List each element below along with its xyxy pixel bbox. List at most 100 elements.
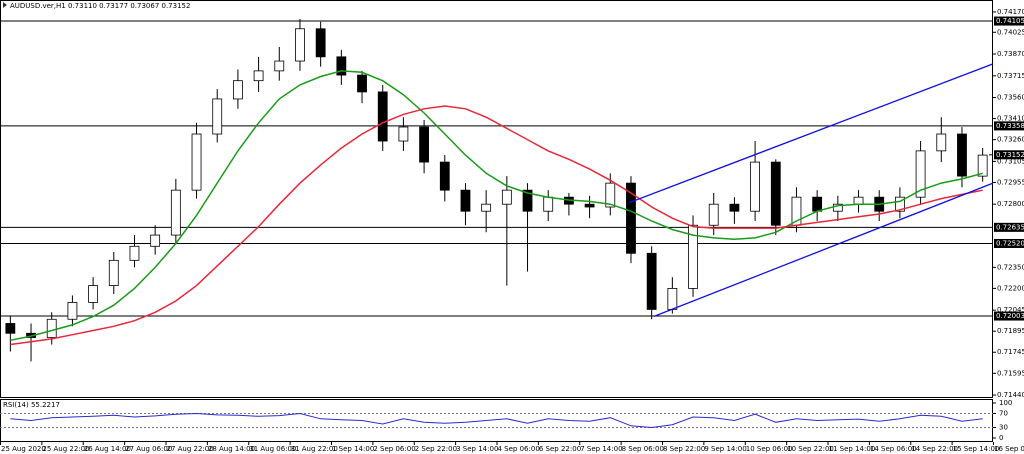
x-tick-label: 7 Sep 14:00 bbox=[580, 445, 622, 453]
x-tick-label: 14 Sep 06:00 bbox=[870, 445, 917, 453]
y-tick-label: 0.72045 bbox=[997, 306, 1024, 314]
candle-body bbox=[129, 245, 140, 261]
rsi-line bbox=[10, 412, 983, 429]
candle-body bbox=[191, 133, 202, 191]
candle-body bbox=[398, 126, 409, 142]
candle-body bbox=[936, 133, 947, 152]
candle-body bbox=[543, 196, 554, 212]
y-tick-label: 0.73560 bbox=[997, 94, 1024, 102]
candle-body bbox=[481, 203, 492, 212]
rsi-tick-label: 70 bbox=[999, 410, 1008, 418]
x-tick-label: 27 Aug 22:00 bbox=[167, 445, 214, 453]
trendline bbox=[628, 63, 994, 204]
candle-body bbox=[88, 285, 98, 303]
candle-body bbox=[584, 203, 595, 208]
level-label: 0.72520 bbox=[996, 239, 1024, 247]
level-label: 0.73358 bbox=[996, 122, 1024, 130]
x-tick-label: 26 Aug 14:00 bbox=[84, 445, 131, 453]
candle-body bbox=[957, 133, 967, 177]
candle-body bbox=[150, 234, 161, 247]
candle-body bbox=[729, 203, 740, 212]
y-tick-label: 0.71745 bbox=[997, 348, 1024, 356]
candle-body bbox=[212, 98, 223, 135]
candle-body bbox=[419, 126, 429, 163]
x-tick-label: 14 Sep 22:00 bbox=[911, 445, 958, 453]
candle-body bbox=[253, 70, 264, 82]
candle-body bbox=[108, 259, 119, 286]
x-tick-label: 2 Sep 06:00 bbox=[373, 445, 415, 453]
x-tick-label: 31 Aug 22:00 bbox=[291, 445, 338, 453]
y-tick-label: 0.72800 bbox=[997, 200, 1024, 208]
y-tick-label: 0.72350 bbox=[997, 263, 1024, 271]
candle-body bbox=[233, 80, 243, 100]
level-label: 0.72635 bbox=[996, 223, 1024, 231]
price-marker-box bbox=[994, 150, 1024, 160]
x-tick-label: 28 Aug 14:00 bbox=[208, 445, 255, 453]
level-label-box bbox=[994, 16, 1024, 26]
candle-body bbox=[708, 203, 719, 226]
x-tick-label: 25 Aug 2020 bbox=[1, 445, 46, 453]
x-tick-label: 8 Sep 06:00 bbox=[622, 445, 664, 453]
chart-title: AUDUSD.ver,H1 0.73110 0.73177 0.73067 0.… bbox=[10, 2, 190, 10]
y-tick-label: 0.74170 bbox=[997, 8, 1024, 16]
trendline bbox=[653, 182, 994, 318]
y-tick-label: 0.71595 bbox=[997, 369, 1024, 377]
level-label: 0.74105 bbox=[996, 17, 1024, 25]
x-tick-label: 10 Sep 06:00 bbox=[746, 445, 793, 453]
candle-body bbox=[895, 196, 905, 212]
x-tick-label: 27 Aug 06:00 bbox=[125, 445, 172, 453]
candle-body bbox=[750, 161, 760, 212]
level-label-box bbox=[994, 238, 1024, 248]
moving-average bbox=[10, 70, 983, 342]
candle-body bbox=[605, 182, 616, 208]
x-tick-label: 4 Sep 06:00 bbox=[498, 445, 540, 453]
rsi-tick-label: 0 bbox=[999, 434, 1003, 442]
candle-body bbox=[626, 182, 636, 254]
candle-body bbox=[812, 196, 823, 212]
y-tick-label: 0.73105 bbox=[997, 157, 1024, 165]
x-tick-label: 1 Sep 14:00 bbox=[332, 445, 374, 453]
x-tick-label: 2 Sep 22:00 bbox=[415, 445, 457, 453]
x-tick-label: 6 Sep 22:00 bbox=[539, 445, 581, 453]
x-tick-label: 9 Sep 14:00 bbox=[704, 445, 746, 453]
y-tick-label: 0.73715 bbox=[997, 72, 1024, 80]
candle-body bbox=[336, 56, 347, 76]
candle-body bbox=[770, 161, 781, 226]
candle-body bbox=[315, 28, 326, 58]
candle-body bbox=[460, 189, 471, 212]
candle-body bbox=[295, 28, 305, 62]
rsi-title: RSI(14) 55.2217 bbox=[3, 401, 60, 409]
candle-body bbox=[501, 189, 512, 205]
y-tick-label: 0.73260 bbox=[997, 136, 1024, 144]
x-tick-label: 3 Sep 14:00 bbox=[456, 445, 498, 453]
rsi-tick-label: 30 bbox=[999, 424, 1008, 432]
x-tick-label: 10 Sep 22:00 bbox=[787, 445, 834, 453]
candle-body bbox=[170, 189, 181, 236]
level-label-box bbox=[994, 121, 1024, 131]
candle-body bbox=[832, 203, 843, 212]
y-tick-label: 0.72955 bbox=[997, 178, 1024, 186]
y-tick-label: 0.71895 bbox=[997, 327, 1024, 335]
price-marker-label: 0.73152 bbox=[996, 151, 1024, 159]
level-label-box bbox=[994, 222, 1024, 232]
y-tick-label: 0.73870 bbox=[997, 50, 1024, 58]
moving-average bbox=[10, 105, 983, 346]
y-tick-label: 0.72200 bbox=[997, 284, 1024, 292]
price-panel bbox=[0, 0, 993, 398]
y-tick-label: 0.73410 bbox=[997, 115, 1024, 123]
x-tick-label: 15 Sep 14:00 bbox=[953, 445, 1000, 453]
level-label: 0.72003 bbox=[996, 312, 1024, 320]
candle-body bbox=[274, 60, 285, 72]
rsi-tick-label: 100 bbox=[999, 399, 1012, 407]
candle-body bbox=[357, 74, 367, 93]
candle-body bbox=[688, 224, 698, 289]
candle-body bbox=[377, 91, 388, 142]
x-tick-label: 25 Aug 22:00 bbox=[42, 445, 89, 453]
candle-body bbox=[977, 154, 988, 177]
candle-body bbox=[853, 196, 864, 205]
rsi-panel bbox=[0, 399, 993, 442]
y-tick-label: 0.71440 bbox=[997, 391, 1024, 399]
x-tick-label: 11 Sep 14:00 bbox=[829, 445, 876, 453]
